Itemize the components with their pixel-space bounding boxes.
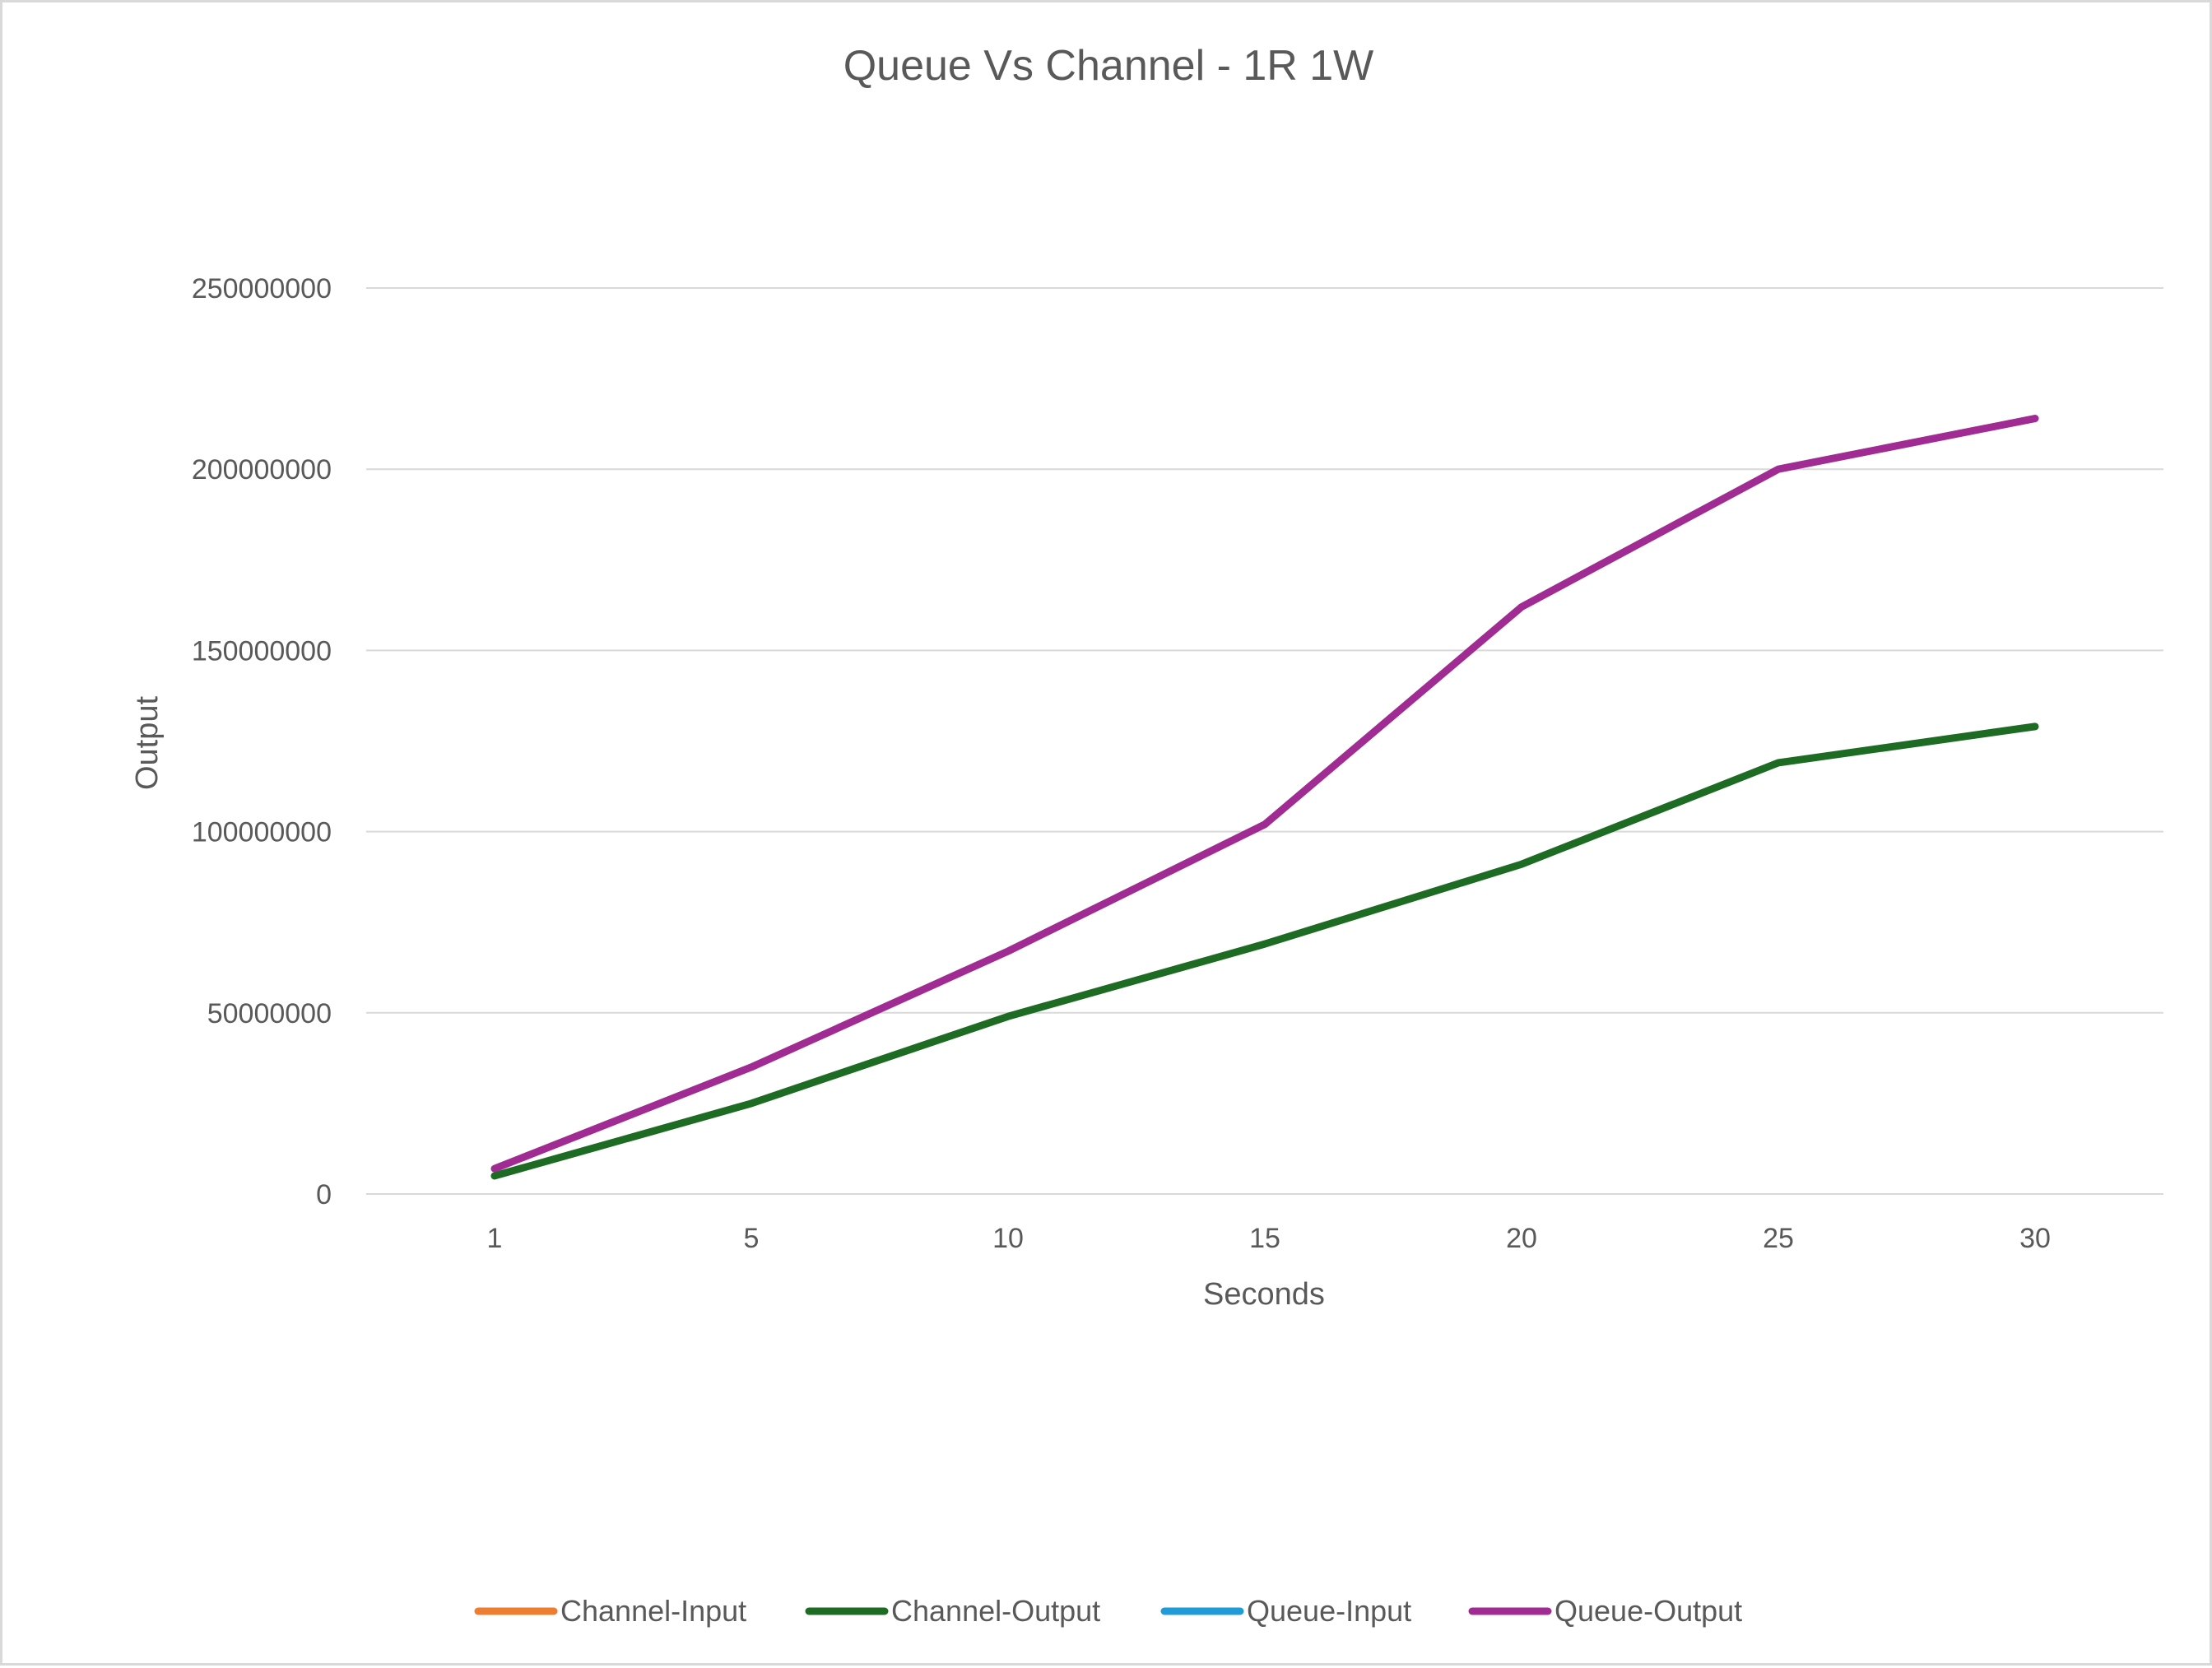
x-axis-ticks: 1 5 10 15 20 25 30 [487,1223,2051,1254]
gridlines [366,287,2163,1195]
y-axis-ticks: 0 50000000 100000000 150000000 200000000 2500… [192,273,332,1210]
y-tick-label: 200000000 [192,454,332,486]
legend-label: Channel-Output [891,1594,1100,1628]
y-tick-label: 250000000 [192,273,332,304]
x-tick-label: 10 [992,1223,1024,1254]
x-axis-title: Seconds [1203,1277,1325,1312]
legend-label: Queue-Output [1554,1594,1742,1628]
series-line-channel-output [490,722,2039,1180]
series-lines [490,415,2039,1180]
x-tick-label: 5 [744,1223,760,1254]
y-tick-label: 150000000 [192,635,332,667]
x-tick-label: 1 [487,1223,503,1254]
legend: Channel-Input Channel-Output Queue-Input Qu… [474,1594,1742,1628]
legend-item: Queue-Output [1468,1594,1742,1628]
x-tick-label: 30 [2019,1223,2051,1254]
legend-label: Channel-Input [560,1594,746,1628]
legend-item: Channel-Output [805,1594,1100,1628]
legend-label: Queue-Input [1247,1594,1411,1628]
y-tick-label: 50000000 [207,998,332,1029]
series-line-queue-output [490,415,2039,1173]
x-tick-label: 15 [1249,1223,1280,1254]
y-tick-label: 100000000 [192,817,332,848]
x-tick-label: 20 [1506,1223,1537,1254]
y-tick-label: 0 [316,1179,332,1210]
chart-title: Queue Vs Channel - 1R 1W [843,42,1374,90]
legend-item: Channel-Input [474,1594,746,1628]
legend-item: Queue-Input [1160,1594,1411,1628]
y-axis-title: Output [130,696,165,791]
x-tick-label: 25 [1763,1223,1794,1254]
